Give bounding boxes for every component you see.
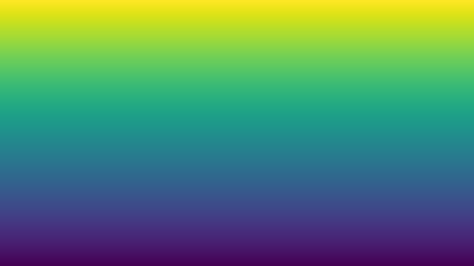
FancyBboxPatch shape [0, 70, 474, 150]
Text: pH = pK$_a$ + log: pH = pK$_a$ + log [137, 101, 254, 120]
Text: [acid]: [acid] [329, 125, 367, 138]
Text: HA $\mathit{(aq)}$ + H$_2$O $\mathit{(l)}$  $\rightleftharpoons$  H$_3$O$^+$$\ma: HA $\mathit{(aq)}$ + H$_2$O $\mathit{(l)… [43, 41, 431, 65]
Text: jove: jove [429, 11, 455, 24]
Text: Henderson-Hasselbalch: Henderson-Hasselbalch [11, 91, 188, 103]
Text: Equation: Equation [66, 117, 133, 130]
Text: [base]: [base] [327, 83, 370, 96]
